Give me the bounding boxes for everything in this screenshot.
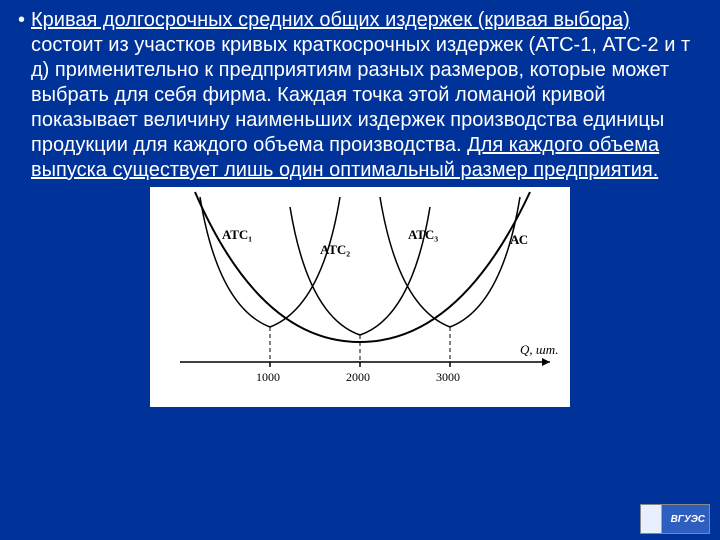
- curve-atc1: [200, 197, 340, 327]
- slide-text: • Кривая долгосрочных средних общих изде…: [18, 8, 702, 183]
- logo: ВГУЭС: [640, 504, 710, 534]
- x-axis-label: Q, шт.: [520, 342, 559, 358]
- tick-label-1: 1000: [256, 370, 280, 385]
- tick-label-3: 3000: [436, 370, 460, 385]
- chart: АТС₁ АТС₂ АТС₃ АС 1000 2000 3000 Q, шт.: [150, 187, 570, 407]
- bullet-dot: •: [18, 8, 25, 183]
- label-ac: АС: [510, 232, 528, 248]
- label-atc2: АТС₂: [320, 242, 350, 258]
- label-atc3: АТС₃: [408, 227, 438, 243]
- text-content: Кривая долгосрочных средних общих издерж…: [31, 8, 702, 183]
- curve-ac: [195, 192, 530, 342]
- label-atc1: АТС₁: [222, 227, 252, 243]
- term-underlined-1: Кривая долгосрочных средних общих издерж…: [31, 9, 630, 31]
- logo-text: ВГУЭС: [671, 514, 705, 525]
- x-axis-arrow: [542, 358, 550, 366]
- tick-label-2: 2000: [346, 370, 370, 385]
